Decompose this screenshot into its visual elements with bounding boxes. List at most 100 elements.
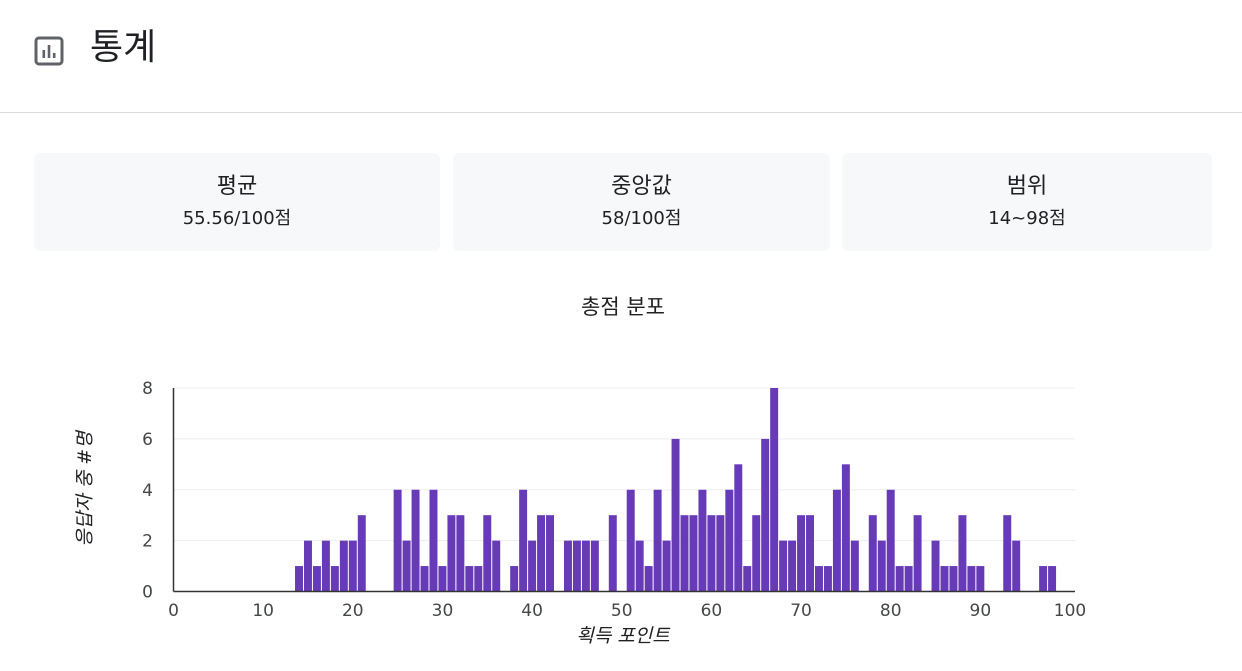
x-tick-label: 20 (342, 601, 364, 621)
histogram-bar (572, 540, 581, 592)
histogram-bar (958, 515, 967, 592)
histogram-bar (725, 489, 734, 592)
x-tick-labels: 0 10 20 30 40 50 60 70 80 90 100 (168, 601, 1086, 621)
histogram-bar (689, 515, 698, 592)
histogram-bar (438, 566, 447, 592)
histogram-bar (832, 489, 841, 592)
histogram-bar (303, 540, 312, 592)
histogram-bar (707, 515, 716, 592)
histogram-bar (797, 515, 806, 592)
chart-gridlines (173, 387, 1075, 542)
histogram-bar (312, 566, 321, 592)
histogram-bar (806, 515, 814, 592)
histogram-bar (528, 540, 537, 592)
histogram-bar (895, 566, 904, 592)
histogram-bar (752, 515, 761, 592)
histogram-bar (402, 540, 411, 592)
histogram-bar (823, 566, 832, 592)
stat-card-mean: 평균 55.56/100점 (34, 153, 440, 251)
x-tick-label: 10 (252, 601, 274, 621)
histogram-bar (608, 515, 617, 592)
y-tick-labels: 0 2 4 6 8 (142, 379, 153, 603)
histogram-bar (904, 566, 913, 592)
histogram-bar (913, 515, 922, 592)
histogram-bar (662, 540, 671, 592)
histogram-bar (743, 566, 752, 592)
histogram-bar (626, 489, 635, 592)
histogram-bar (330, 566, 339, 592)
y-axis-title: 응답자 중 #명 (74, 429, 96, 547)
page-header: 통계 (0, 0, 1242, 113)
histogram-bar (653, 489, 662, 592)
x-tick-label: 100 (1054, 601, 1086, 621)
histogram-bar (492, 540, 501, 592)
chart-axes (172, 388, 1075, 593)
x-tick-label: 50 (611, 601, 633, 621)
histogram-bar (644, 566, 653, 592)
histogram-bar (931, 540, 940, 592)
stat-card-median: 중앙값 58/100점 (453, 153, 830, 251)
histogram-bar (393, 489, 402, 592)
chart-bars (295, 388, 1057, 592)
histogram-bar (348, 540, 357, 592)
page-title: 통계 (90, 27, 157, 68)
histogram-bar (868, 515, 877, 592)
histogram-bar (519, 489, 528, 592)
chart-title: 총점 분포 (581, 295, 665, 319)
histogram-bar (456, 515, 465, 592)
y-tick-label: 8 (142, 379, 153, 399)
stat-label-mean: 평균 (216, 174, 258, 199)
histogram-bar (788, 540, 797, 592)
histogram-bar (429, 489, 438, 592)
y-tick-label: 0 (142, 583, 153, 603)
x-tick-label: 60 (701, 601, 723, 621)
histogram-bar (1039, 566, 1048, 592)
stat-value-mean: 55.56/100점 (182, 208, 292, 229)
histogram-bar (546, 515, 555, 592)
histogram-bar (949, 566, 958, 592)
histogram-bar (465, 566, 474, 592)
histogram-bar (1048, 566, 1057, 592)
x-axis-title: 획득 포인트 (576, 625, 671, 647)
x-tick-label: 80 (880, 601, 902, 621)
y-tick-label: 6 (142, 430, 153, 450)
histogram-bar (447, 515, 456, 592)
score-distribution-chart: 총점 분포 0 2 4 6 8 0 10 20 30 40 50 60 70 80 90 100 획득 포인… (74, 295, 1086, 647)
histogram-bar (886, 489, 895, 592)
stat-value-median: 58/100점 (601, 208, 682, 229)
x-tick-label: 40 (521, 601, 543, 621)
histogram-bar (510, 566, 519, 592)
histogram-bar (716, 515, 725, 592)
x-tick-label: 30 (432, 601, 454, 621)
histogram-bar (734, 464, 743, 592)
histogram-bar (680, 515, 689, 592)
histogram-bar (563, 540, 572, 592)
histogram-bar (339, 540, 348, 592)
bar-chart-icon (34, 36, 64, 66)
y-tick-label: 2 (142, 532, 153, 552)
histogram-bar (841, 464, 850, 592)
x-tick-label: 90 (970, 601, 992, 621)
y-tick-label: 4 (142, 481, 153, 501)
stat-value-range: 14~98점 (988, 208, 1066, 229)
histogram-bar (295, 566, 303, 592)
x-tick-label: 70 (790, 601, 812, 621)
histogram-bar (976, 566, 985, 592)
histogram-bar (770, 388, 779, 592)
histogram-bar (420, 566, 429, 592)
histogram-bar (590, 540, 599, 592)
histogram-bar (850, 540, 859, 592)
histogram-bar (483, 515, 492, 592)
histogram-bar (967, 566, 976, 592)
histogram-bar (411, 489, 420, 592)
x-tick-label: 0 (168, 601, 179, 621)
histogram-bar (635, 540, 644, 592)
stat-label-range: 범위 (1006, 174, 1048, 199)
histogram-bar (779, 540, 788, 592)
histogram-bar (761, 438, 770, 592)
histogram-bar (940, 566, 949, 592)
histogram-bar (1012, 540, 1021, 592)
histogram-bar (671, 438, 680, 592)
histogram-bar (321, 540, 330, 592)
histogram-bar (357, 515, 366, 592)
